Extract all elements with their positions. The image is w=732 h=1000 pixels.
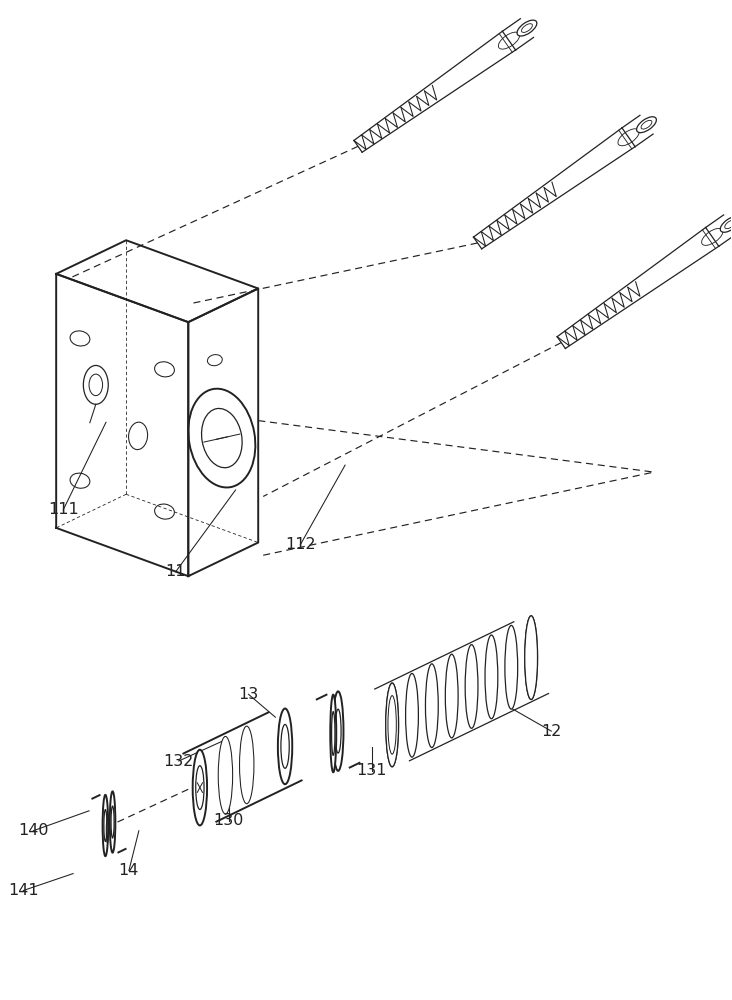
Ellipse shape: [332, 712, 335, 755]
Text: 14: 14: [119, 863, 139, 878]
Text: 130: 130: [213, 813, 244, 828]
Ellipse shape: [505, 625, 518, 709]
Ellipse shape: [637, 117, 657, 133]
Ellipse shape: [335, 709, 341, 753]
Ellipse shape: [720, 216, 732, 232]
Text: 132: 132: [163, 754, 194, 769]
Ellipse shape: [386, 683, 398, 767]
Ellipse shape: [110, 791, 116, 853]
Ellipse shape: [525, 616, 537, 699]
Ellipse shape: [218, 736, 233, 814]
Ellipse shape: [195, 766, 204, 810]
Ellipse shape: [525, 616, 537, 699]
Text: 112: 112: [285, 537, 315, 552]
Ellipse shape: [333, 691, 343, 771]
Text: 140: 140: [18, 823, 48, 838]
Ellipse shape: [517, 20, 537, 36]
Ellipse shape: [388, 696, 396, 754]
Ellipse shape: [330, 695, 336, 772]
Ellipse shape: [445, 654, 458, 738]
Text: 11: 11: [165, 564, 186, 579]
Ellipse shape: [239, 726, 254, 804]
Ellipse shape: [278, 709, 292, 784]
Ellipse shape: [193, 750, 207, 825]
Ellipse shape: [406, 673, 419, 757]
Ellipse shape: [111, 806, 114, 838]
Ellipse shape: [425, 664, 438, 748]
Text: 13: 13: [239, 687, 258, 702]
Text: 141: 141: [8, 883, 39, 898]
Text: 12: 12: [541, 724, 561, 739]
Text: 111: 111: [48, 502, 78, 517]
Ellipse shape: [465, 645, 478, 728]
Ellipse shape: [104, 810, 107, 841]
Ellipse shape: [386, 683, 398, 767]
Ellipse shape: [102, 795, 108, 856]
Text: 131: 131: [356, 763, 387, 778]
Ellipse shape: [485, 635, 498, 719]
Ellipse shape: [281, 724, 289, 768]
